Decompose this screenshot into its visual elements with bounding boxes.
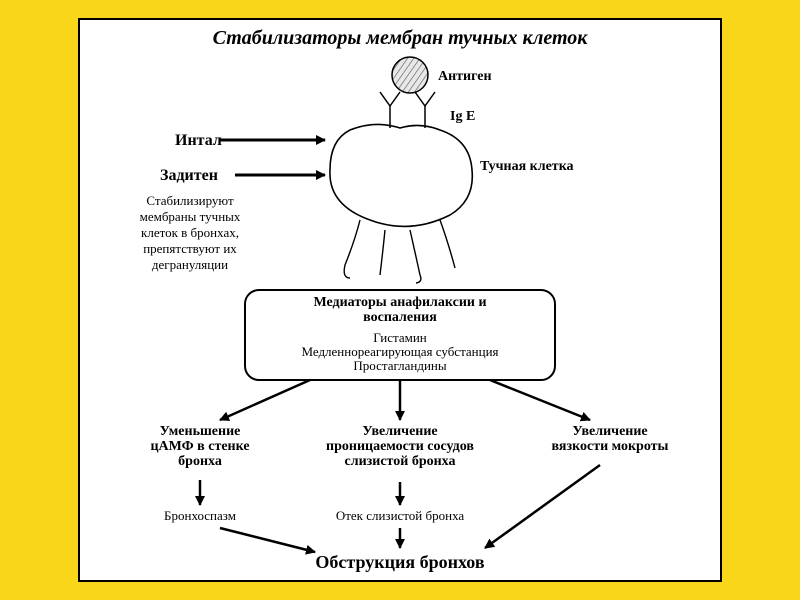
diagram-panel: Стабилизаторы мембран тучных клеток Антиг… bbox=[78, 18, 722, 582]
mast-cell-icon bbox=[330, 124, 472, 226]
mast-cell-tail bbox=[380, 230, 385, 275]
mediator-title: воспаления bbox=[363, 310, 437, 325]
effect-label: слизистой бронха bbox=[345, 454, 456, 469]
mast-cell-tail bbox=[410, 230, 421, 283]
sub-effect-label: Бронхоспазм bbox=[164, 508, 236, 523]
mediator-title: Медиаторы анафилаксии и bbox=[313, 295, 486, 310]
mediator-body: Медленнореагирующая субстанция bbox=[301, 344, 498, 359]
outer-frame: Стабилизаторы мембран тучных клеток Антиг… bbox=[0, 0, 800, 600]
arrow bbox=[485, 465, 600, 548]
effect-label: Увеличение bbox=[572, 424, 647, 439]
mast-cell-label: Тучная клетка bbox=[480, 159, 574, 174]
drug-note: клеток в бронхах, bbox=[141, 225, 239, 240]
mediator-body: Простагландины bbox=[353, 358, 447, 373]
effect-label: Уменьшение bbox=[160, 424, 241, 439]
drug-note: дегрануляции bbox=[152, 257, 228, 272]
sub-effect-label: Отек слизистой бронха bbox=[336, 508, 465, 523]
mediator-body: Гистамин bbox=[373, 330, 427, 345]
effect-label: Увеличение bbox=[362, 424, 437, 439]
drug-note: препятствуют их bbox=[143, 241, 237, 256]
ige-label: Ig E bbox=[450, 109, 475, 124]
drug-label: Интал bbox=[175, 132, 222, 149]
arrow bbox=[220, 528, 315, 552]
effect-label: цАМФ в стенке bbox=[150, 439, 249, 454]
diagram-title: Стабилизаторы мембран тучных клеток bbox=[213, 27, 589, 49]
arrow bbox=[220, 380, 310, 420]
effect-label: проницаемости сосудов bbox=[326, 439, 474, 454]
ige-receptor bbox=[380, 92, 400, 106]
drug-label: Задитен bbox=[160, 167, 218, 184]
drug-note: Стабилизируют bbox=[146, 193, 234, 208]
effect-label: вязкости мокроты bbox=[552, 439, 669, 454]
ige-receptor bbox=[415, 92, 435, 106]
mast-cell-tail bbox=[344, 220, 360, 278]
antigen-icon bbox=[392, 57, 428, 93]
drug-note: мембраны тучных bbox=[140, 209, 241, 224]
final-label: Обструкция бронхов bbox=[315, 552, 484, 572]
effect-label: бронха bbox=[178, 454, 222, 469]
arrow bbox=[490, 380, 590, 420]
diagram-svg: Стабилизаторы мембран тучных клеток Антиг… bbox=[80, 20, 720, 580]
mast-cell-tail bbox=[440, 220, 455, 268]
antigen-label: Антиген bbox=[438, 69, 492, 84]
